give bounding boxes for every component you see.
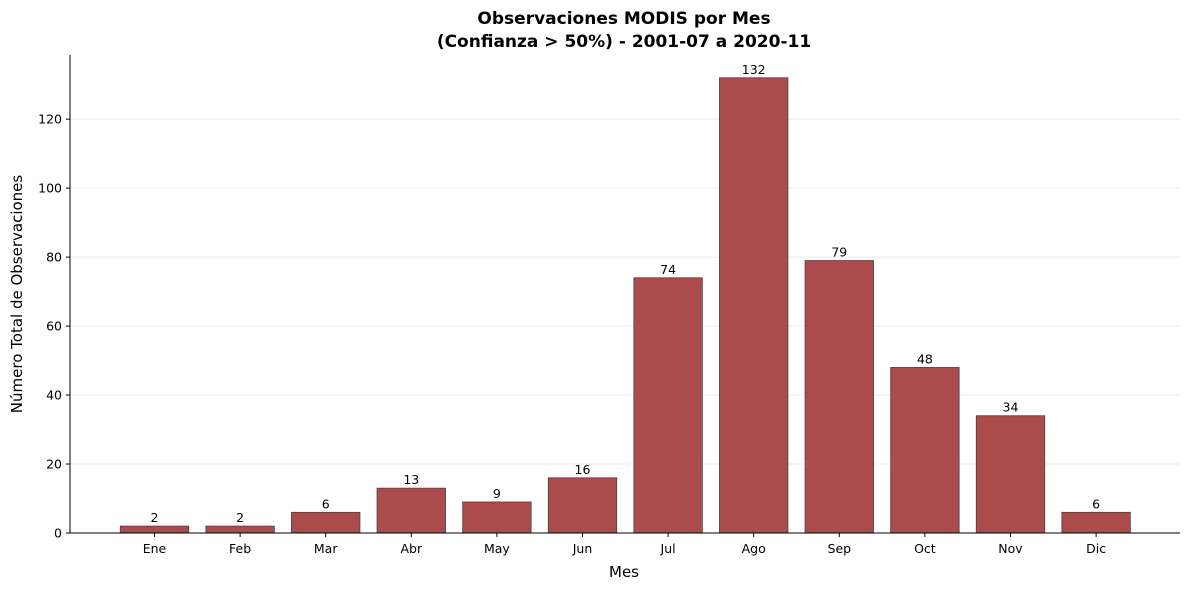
bars-group — [119, 77, 1131, 534]
bar-feb — [205, 525, 275, 534]
bar-mar — [291, 511, 361, 534]
y-tick-label: 20 — [46, 457, 62, 472]
value-label-ago: 132 — [742, 62, 766, 77]
x-tick-label-oct: Oct — [914, 541, 936, 556]
value-label-sep: 79 — [831, 245, 847, 260]
bar-nov — [975, 415, 1046, 534]
bar-abr — [376, 487, 446, 534]
x-tick-label-ago: Ago — [742, 541, 766, 556]
y-axis-label: Número Total de Observaciones — [8, 175, 26, 414]
x-axis-label: Mes — [609, 563, 639, 581]
value-label-jul: 74 — [660, 262, 676, 277]
value-labels-group: 2 2 6 13 9 16 74 132 79 48 34 6 — [151, 62, 1101, 525]
y-axis-ticks: 0 20 40 60 80 100 120 — [38, 112, 70, 541]
y-tick-label: 120 — [38, 112, 62, 127]
x-tick-label-dic: Dic — [1086, 541, 1106, 556]
x-tick-label-feb: Feb — [229, 541, 251, 556]
y-tick-label: 0 — [54, 526, 62, 541]
bar-ene — [119, 525, 190, 534]
x-tick-label-ene: Ene — [143, 541, 167, 556]
x-tick-label-jun: Jun — [572, 541, 593, 556]
bar-sep — [804, 260, 874, 534]
x-tick-label-nov: Nov — [998, 541, 1023, 556]
value-label-feb: 2 — [236, 510, 244, 525]
bar-ago — [719, 77, 789, 534]
value-label-may: 9 — [493, 486, 501, 501]
x-tick-label-sep: Sep — [828, 541, 852, 556]
y-tick-label: 40 — [46, 388, 62, 403]
bar-may — [462, 501, 532, 534]
bar-oct — [890, 367, 960, 534]
value-label-abr: 13 — [403, 472, 419, 487]
y-tick-label: 60 — [46, 319, 62, 334]
x-axis-ticks: Ene Feb Mar Abr May Jun Jul Ago Sep Oct Nov Dic — [143, 533, 1106, 556]
bar-jun — [547, 477, 618, 534]
value-label-ene: 2 — [151, 510, 159, 525]
x-tick-label-may: May — [484, 541, 510, 556]
y-tick-label: 100 — [38, 181, 62, 196]
value-label-oct: 48 — [917, 351, 933, 366]
x-tick-label-mar: Mar — [314, 541, 338, 556]
x-tick-label-abr: Abr — [400, 541, 422, 556]
x-tick-label-jul: Jul — [660, 541, 676, 556]
chart-title-line2: (Confianza > 50%) - 2001-07 a 2020-11 — [437, 32, 811, 52]
bar-jul — [633, 277, 703, 534]
y-tick-label: 80 — [46, 250, 62, 265]
bar-dic — [1061, 511, 1131, 534]
chart-title-line1: Observaciones MODIS por Mes — [477, 9, 770, 29]
value-label-dic: 6 — [1092, 496, 1100, 511]
value-label-nov: 34 — [1003, 400, 1019, 415]
value-label-mar: 6 — [322, 496, 330, 511]
value-label-jun: 16 — [575, 462, 591, 477]
